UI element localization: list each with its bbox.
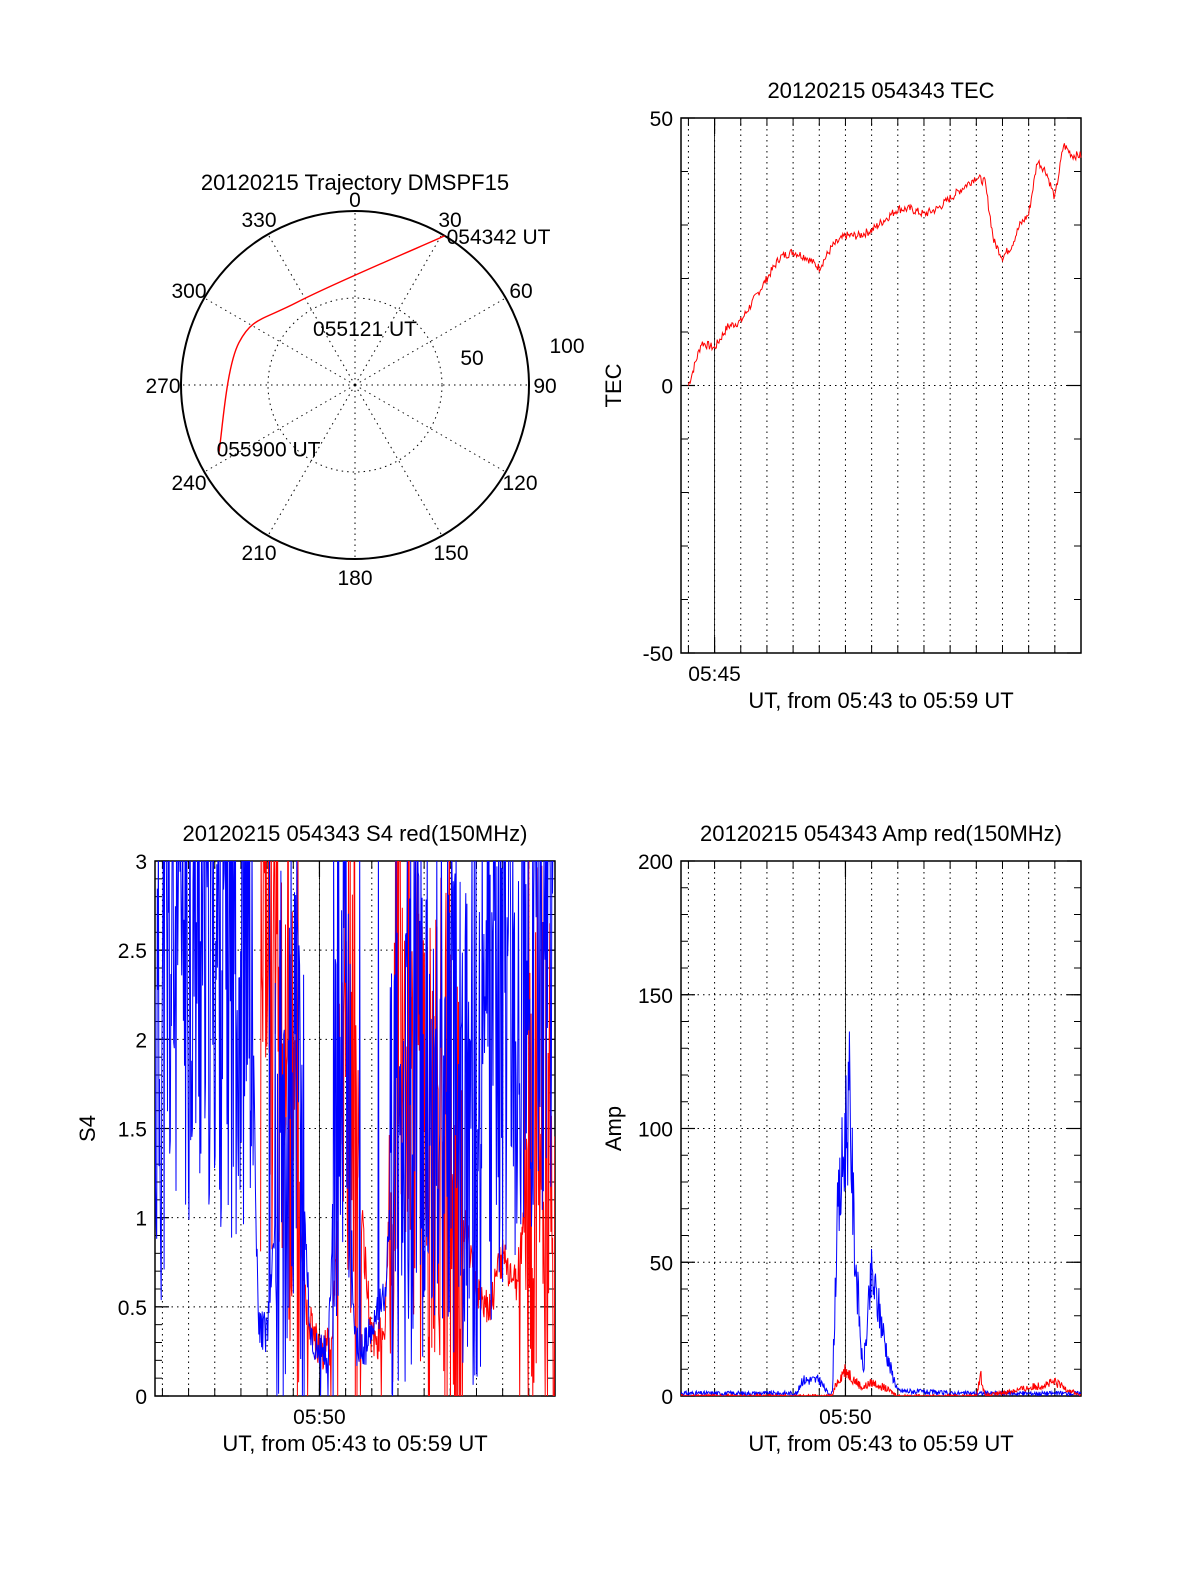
y-axis-label: Amp: [601, 1106, 626, 1151]
polar-ring-label: 50: [460, 347, 483, 370]
y-tick-label: 2: [135, 1029, 147, 1052]
tec-plot: 05:45 50 0 -50 20120215 054343 TEC UT, from 0…: [601, 78, 1082, 713]
y-tick-label: 1: [135, 1208, 147, 1231]
polar-azimuth-label: 30: [438, 209, 461, 232]
y-tick-label: 50: [650, 1252, 673, 1275]
polar-azimuth-label: 240: [171, 472, 206, 495]
x-axis-label: UT, from 05:43 to 05:59 UT: [222, 1431, 487, 1456]
y-tick-label: 150: [638, 985, 673, 1008]
y-tick-label: 100: [638, 1119, 673, 1142]
amp-blue-series-line: [681, 1031, 1081, 1396]
y-tick-label: 1.5: [118, 1119, 147, 1142]
polar-spoke: [354, 384, 443, 536]
y-tick-label: 0: [135, 1386, 147, 1409]
polar-azimuth-label: 180: [337, 567, 372, 590]
polar-spoke: [354, 297, 506, 386]
y-tick-label: 0: [661, 376, 673, 399]
plot-frame: [680, 860, 1082, 1397]
y-tick-label: 0.5: [118, 1297, 147, 1320]
y-axis-label: S4: [75, 1115, 100, 1142]
plot-title: 20120215 054343 Amp red(150MHz): [700, 821, 1062, 846]
polar-azimuth-label: 150: [433, 542, 468, 565]
y-tick-label: 2.5: [118, 940, 147, 963]
polar-spoke: [354, 234, 443, 386]
y-tick-label: 3: [135, 851, 147, 874]
x-axis-label: UT, from 05:43 to 05:59 UT: [748, 1431, 1013, 1456]
polar-spoke: [204, 384, 356, 473]
plot-title: 20120215 054343 TEC: [767, 78, 994, 103]
tec-series-line: [687, 143, 1082, 386]
polar-azimuth-label: 90: [533, 375, 556, 398]
plot-title: 20120215 054343 S4 red(150MHz): [183, 821, 528, 846]
polar-azimuth-label: 300: [171, 280, 206, 303]
polar-spoke: [204, 297, 356, 386]
polar-azimuth-label: 120: [502, 472, 537, 495]
polar-spoke: [267, 234, 356, 386]
polar-azimuth-label: 60: [509, 280, 532, 303]
trajectory-mid-label: 055121 UT: [313, 318, 417, 341]
x-tick-label: 05:45: [688, 663, 741, 686]
trajectory-line: [217, 235, 445, 455]
polar-spoke: [354, 384, 506, 473]
trajectory-end-label: 055900 UT: [217, 439, 321, 462]
x-axis-label: UT, from 05:43 to 05:59 UT: [748, 688, 1013, 713]
polar-inner-ring: [267, 297, 443, 473]
polar-azimuth-label: 270: [145, 375, 180, 398]
polar-azimuth-label: 0: [349, 189, 361, 212]
amp-red-series-line: [681, 1364, 1081, 1396]
s4-plot: 05:50 3 2.5 2 1.5 1 0.5 0 20120215 054343 S4 red…: [75, 821, 556, 1456]
y-tick-label: 50: [650, 108, 673, 131]
y-axis-label: TEC: [601, 363, 626, 407]
y-tick-label: 0: [661, 1386, 673, 1409]
plot-frame: [680, 117, 1082, 654]
x-tick-label: 05:50: [819, 1406, 872, 1429]
polar-title: 20120215 Trajectory DMSPF15: [201, 170, 509, 195]
trajectory-start-label: 054342 UT: [447, 226, 551, 249]
polar-azimuth-label: 210: [241, 542, 276, 565]
s4-blue-series-line: [155, 861, 554, 1396]
polar-ring-label: 100: [549, 335, 584, 358]
amp-plot: 05:50 200 150 100 50 0 20120215 054343 Amp red…: [601, 821, 1082, 1456]
x-tick-label: 05:50: [293, 1406, 346, 1429]
polar-spoke: [267, 384, 356, 536]
y-tick-label: -50: [643, 643, 673, 666]
polar-outer-ring: [180, 210, 530, 560]
y-tick-label: 200: [638, 851, 673, 874]
polar-azimuth-label: 330: [241, 209, 276, 232]
